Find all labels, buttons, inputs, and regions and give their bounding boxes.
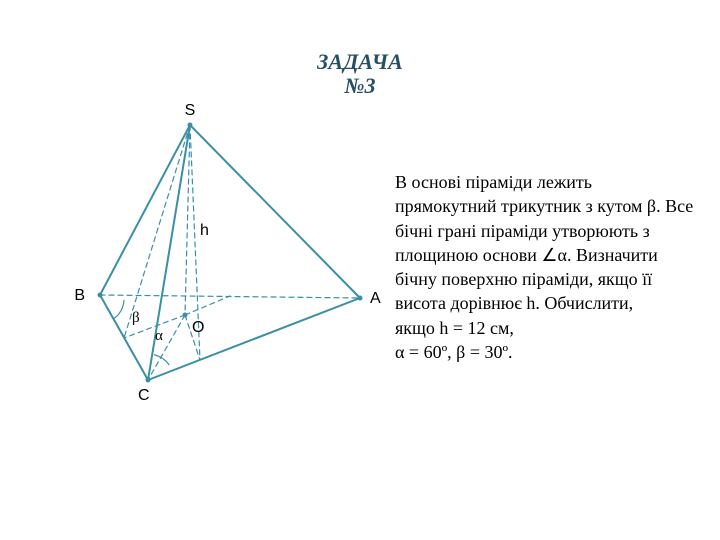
problem-paragraph-3: α = 60º, β = 30º. <box>395 340 695 364</box>
svg-text:S: S <box>185 102 196 119</box>
pyramid-diagram: S A B C Oh βα <box>40 100 380 440</box>
svg-text:B: B <box>74 287 85 304</box>
svg-text:α: α <box>155 328 163 344</box>
problem-paragraph-2: якщо h = 12 см, <box>395 316 695 340</box>
pyramid-svg: S A B C Oh βα <box>40 100 380 440</box>
svg-text:A: A <box>370 290 381 307</box>
problem-paragraph-1: В основі піраміди лежить прямокутний три… <box>395 170 695 316</box>
svg-text:C: C <box>138 387 150 404</box>
svg-text:β: β <box>132 310 140 326</box>
problem-title: ЗАДАЧА №3 <box>0 50 720 98</box>
title-line-2: №3 <box>344 73 375 98</box>
problem-text: В основі піраміди лежить прямокутний три… <box>395 170 695 364</box>
svg-text:h: h <box>200 222 209 239</box>
title-line-1: ЗАДАЧА <box>317 49 403 74</box>
svg-text:O: O <box>192 319 204 336</box>
